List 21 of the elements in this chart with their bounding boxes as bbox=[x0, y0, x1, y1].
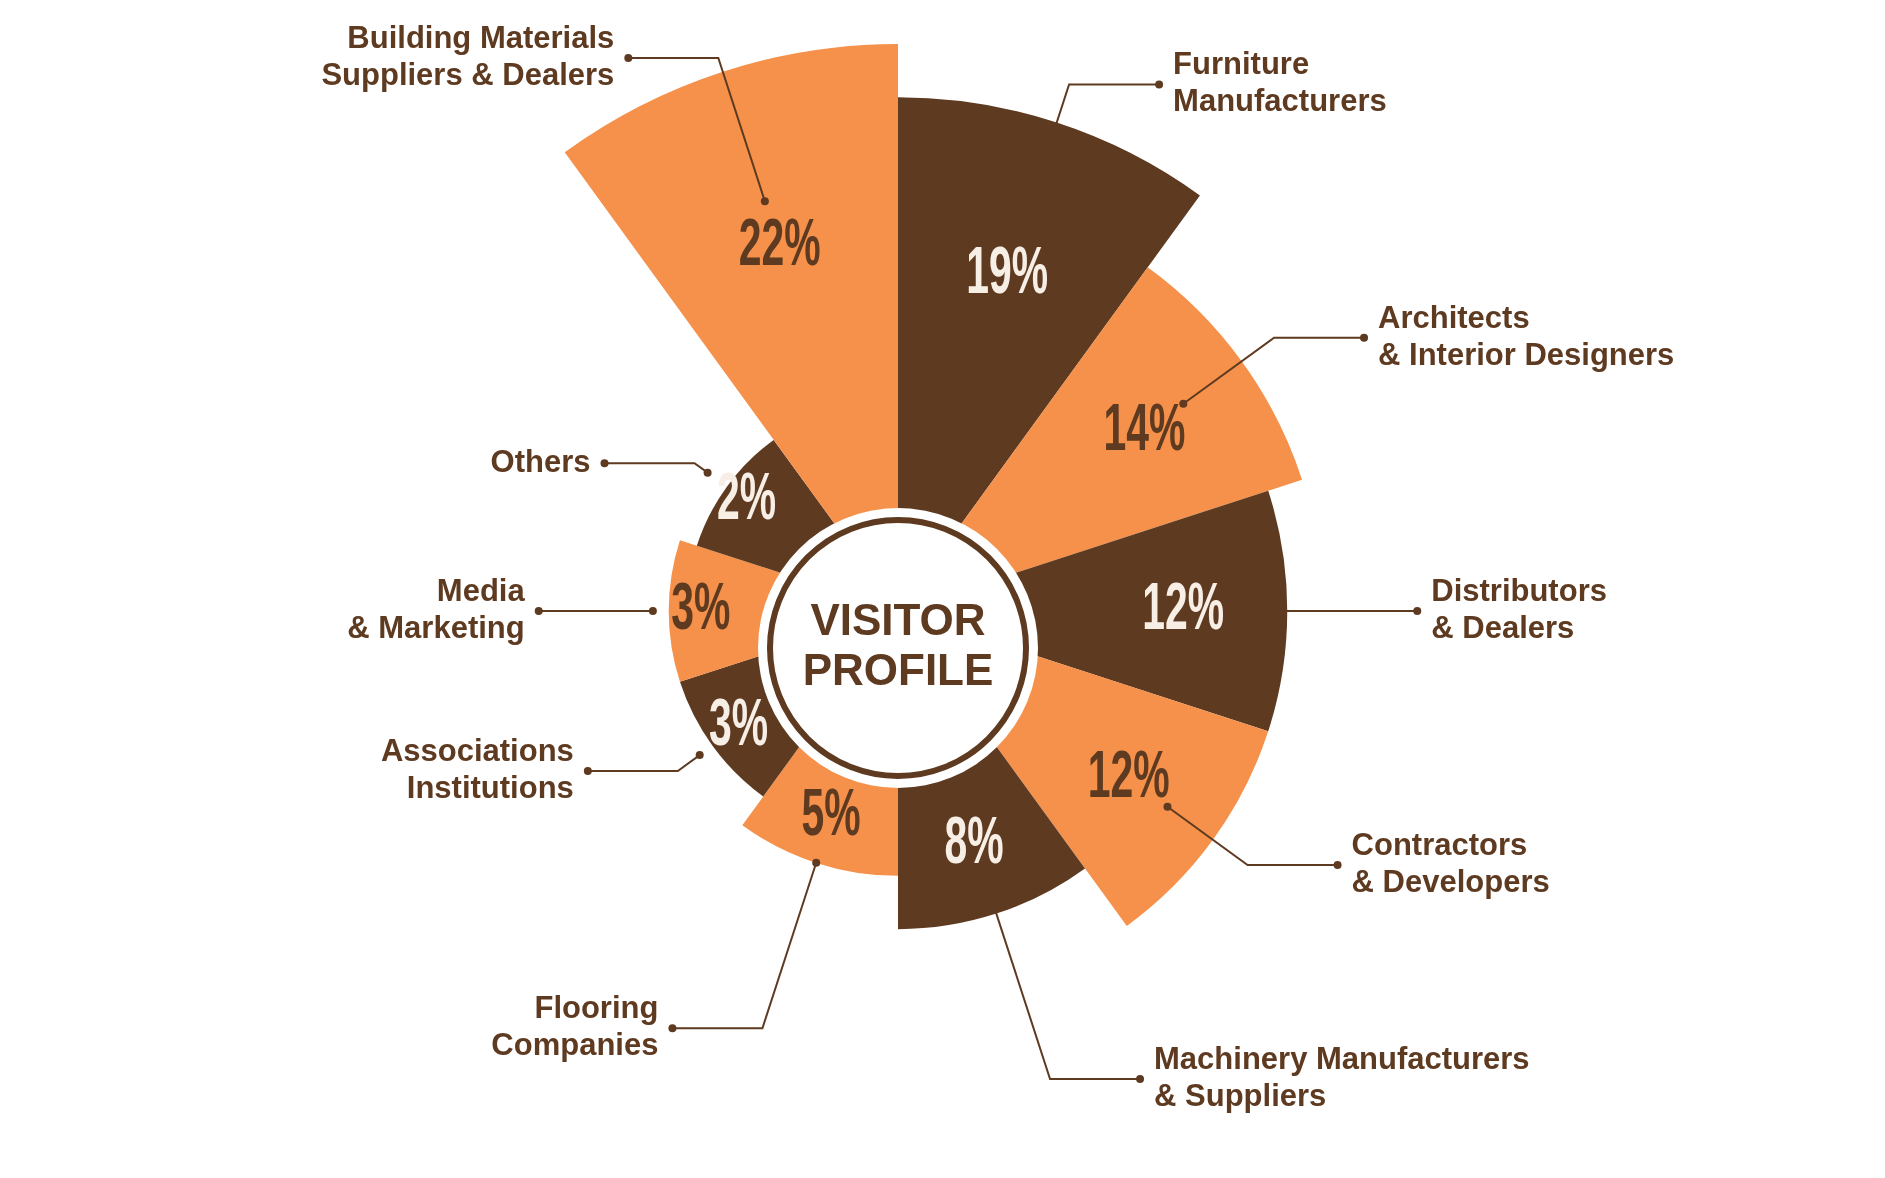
data-label: 12% bbox=[1087, 736, 1170, 812]
category-label: Associations Institutions bbox=[380, 733, 574, 806]
data-label: 2% bbox=[716, 458, 777, 534]
category-label: Distributors & Dealers bbox=[1431, 573, 1607, 646]
data-label: 22% bbox=[738, 204, 821, 280]
category-label: Contractors & Developers bbox=[1351, 827, 1550, 900]
data-label: 3% bbox=[708, 684, 769, 760]
category-label: Media & Marketing bbox=[347, 573, 526, 646]
category-label: Flooring Companies bbox=[491, 990, 659, 1063]
category-label: Furniture Manufacturers bbox=[1173, 46, 1387, 119]
data-label: 8% bbox=[944, 803, 1004, 878]
data-label: 3% bbox=[671, 569, 731, 644]
category-label: Others bbox=[490, 443, 591, 479]
category-label: Building Materials Suppliers & Dealers bbox=[321, 20, 615, 93]
category-label: Machinery Manufacturers & Suppliers bbox=[1154, 1040, 1530, 1113]
text: VISITOR PROFILE bbox=[802, 595, 994, 695]
data-label: 12% bbox=[1142, 569, 1225, 644]
data-label: 5% bbox=[801, 775, 861, 850]
data-label: 19% bbox=[966, 232, 1049, 308]
category-label: Architects & Interior Designers bbox=[1378, 299, 1675, 372]
data-label: 14% bbox=[1103, 390, 1186, 465]
